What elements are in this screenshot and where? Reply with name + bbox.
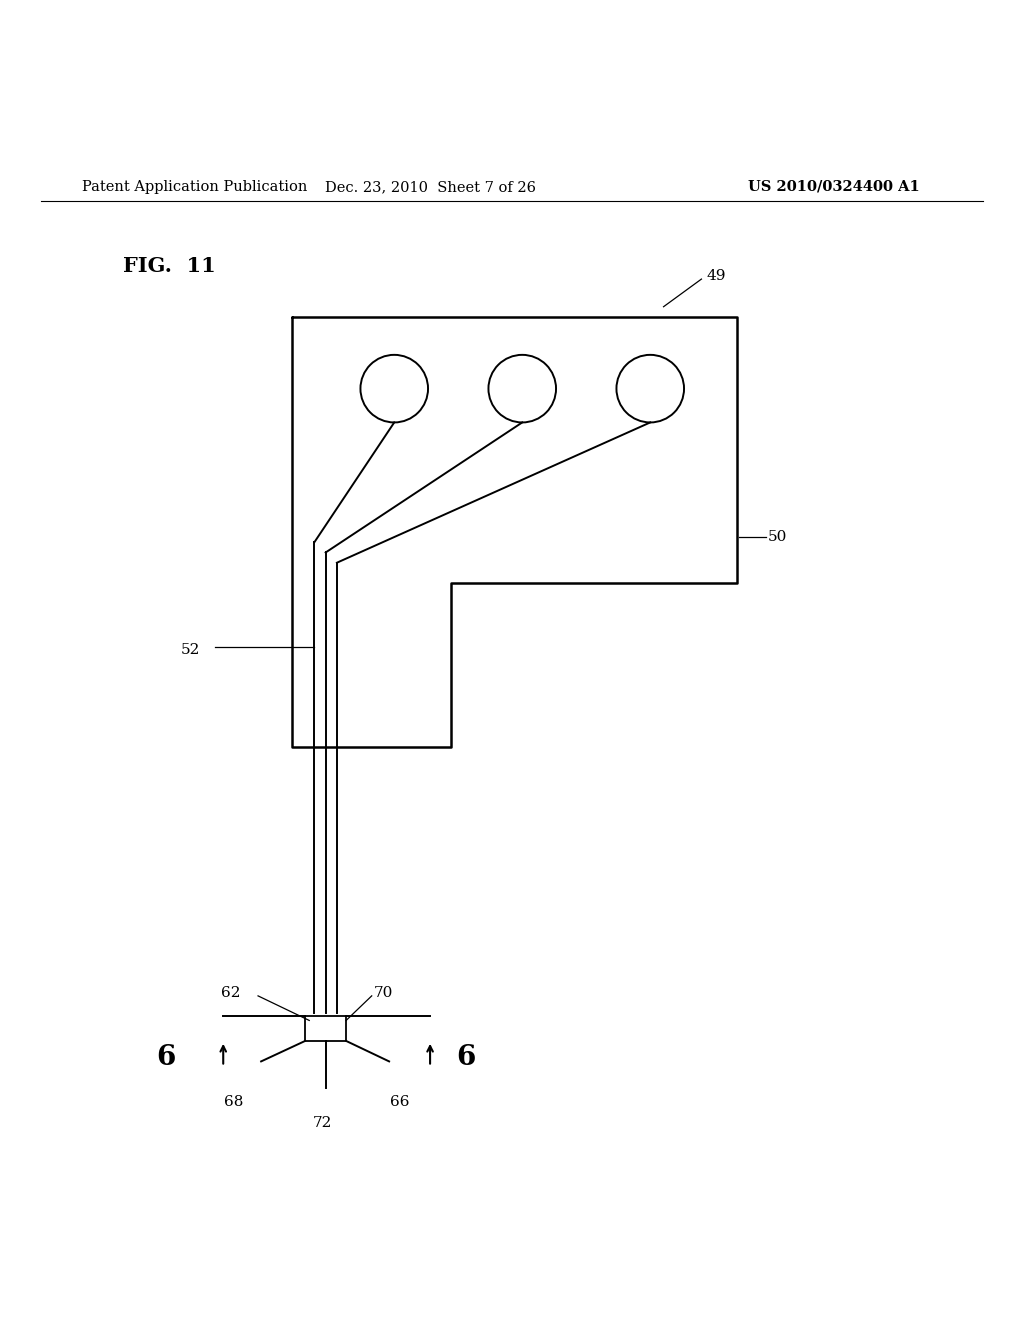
Text: US 2010/0324400 A1: US 2010/0324400 A1 (748, 180, 920, 194)
Text: 50: 50 (768, 531, 787, 544)
Text: 72: 72 (313, 1115, 332, 1130)
Text: 68: 68 (224, 1096, 243, 1109)
Text: 66: 66 (389, 1096, 410, 1109)
Text: 62: 62 (221, 986, 241, 999)
Text: 70: 70 (374, 986, 393, 999)
Text: Patent Application Publication: Patent Application Publication (82, 180, 307, 194)
Text: 49: 49 (707, 269, 726, 282)
Text: 6: 6 (157, 1044, 175, 1071)
Text: 52: 52 (180, 643, 200, 657)
Text: Dec. 23, 2010  Sheet 7 of 26: Dec. 23, 2010 Sheet 7 of 26 (325, 180, 536, 194)
Text: FIG.  11: FIG. 11 (123, 256, 216, 276)
Text: 6: 6 (457, 1044, 475, 1071)
